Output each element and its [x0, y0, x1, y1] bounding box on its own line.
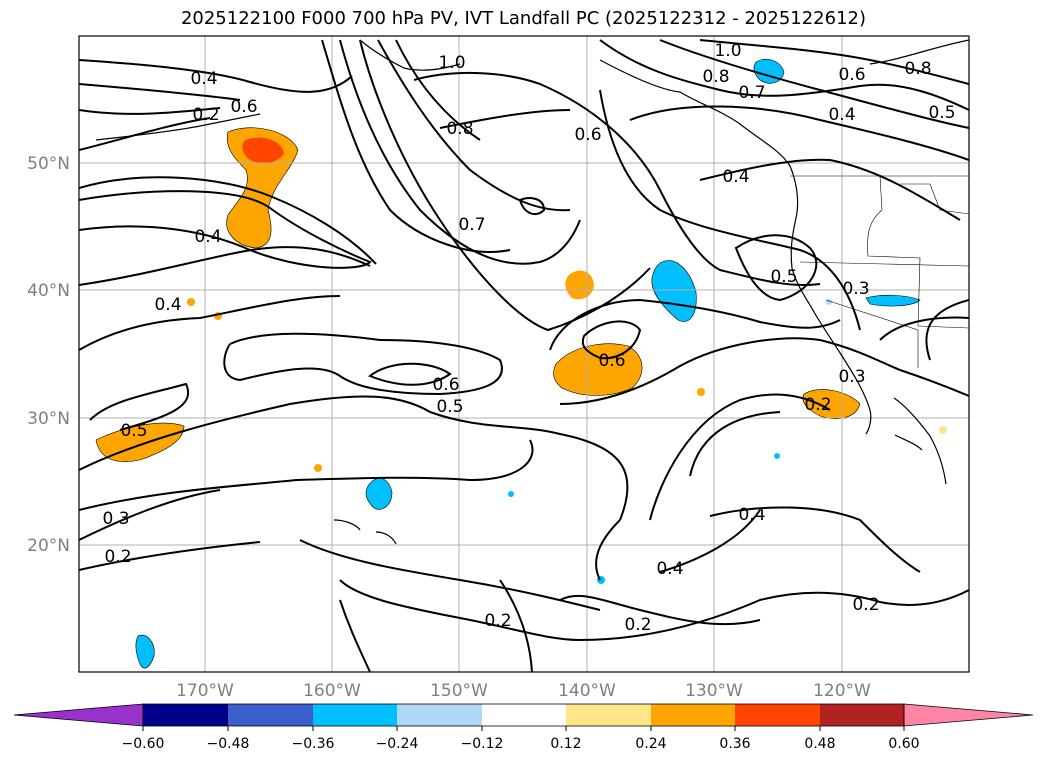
contour-label: 1.0 — [714, 41, 741, 61]
lat-label-40n: 40°N — [27, 281, 70, 301]
colorbar-tick-label: 0.60 — [888, 736, 919, 752]
colorbar-segment — [566, 704, 651, 726]
map-frame — [78, 35, 970, 673]
colorbar-tick-label: 0.48 — [804, 736, 835, 752]
contour-label: 0.4 — [738, 505, 765, 525]
contour-label: 0.2 — [804, 395, 831, 415]
negative-anomaly — [135, 634, 155, 669]
colorbar-segment — [820, 704, 904, 726]
contour-label: 1.0 — [438, 53, 465, 73]
contour-label: 0.6 — [230, 97, 257, 117]
contour-label: 0.4 — [190, 69, 217, 89]
political-borders — [790, 175, 969, 368]
colorbar-tick-label: −0.60 — [122, 736, 165, 752]
colorbar-segment — [397, 704, 482, 726]
contour-label: 0.4 — [194, 227, 221, 247]
lat-label-20n: 20°N — [27, 536, 70, 556]
lon-label-160w: 160°W — [303, 681, 361, 701]
strong-positive-anomaly — [242, 137, 284, 164]
colorbar-tick-label: −0.24 — [376, 736, 419, 752]
contour-label: 0.7 — [458, 215, 485, 235]
map-area — [79, 36, 969, 672]
contour-label: 0.6 — [598, 351, 625, 371]
lat-label-30n: 30°N — [27, 409, 70, 429]
colorbar-extend-high — [903, 703, 1034, 727]
contour-label: 0.4 — [828, 105, 855, 125]
colorbar-tick-label: 0.24 — [635, 736, 666, 752]
coastlines — [95, 39, 969, 545]
contour-labels: 0.4 0.2 0.6 1.0 1.0 0.8 0.7 0.8 0.6 0.5 … — [102, 41, 955, 635]
lon-label-120w: 120°W — [813, 681, 871, 701]
negative-anomaly-dot — [826, 299, 832, 305]
contour-label: 0.4 — [154, 295, 181, 315]
colorbar-tick-label: −0.36 — [292, 736, 335, 752]
contour-label: 0.2 — [192, 105, 219, 125]
negative-anomaly — [865, 294, 921, 307]
contour-label: 0.2 — [852, 595, 879, 615]
colorbar-segment — [735, 704, 820, 726]
colorbar-tick-label: −0.48 — [207, 736, 250, 752]
negative-anomaly — [651, 260, 697, 322]
contour-label: 0.2 — [484, 611, 511, 631]
lon-label-140w: 140°W — [558, 681, 616, 701]
negative-anomaly-dot — [774, 453, 780, 459]
lon-label-170w: 170°W — [176, 681, 234, 701]
colorbar-segment — [651, 704, 735, 726]
negative-anomaly — [365, 478, 393, 510]
colorbar-tick-label: 0.12 — [550, 736, 581, 752]
positive-anomaly — [802, 389, 861, 419]
colorbar-segment — [482, 704, 566, 726]
contour-label: 0.5 — [770, 267, 797, 287]
colorbar-segment — [313, 704, 397, 726]
positive-anomaly-dot — [314, 464, 322, 472]
colorbar-frame — [142, 703, 905, 727]
contour-label: 0.3 — [102, 509, 129, 529]
colorbar-extend-low — [13, 703, 144, 727]
contour-label: 0.5 — [120, 421, 147, 441]
lon-label-150w: 150°W — [430, 681, 488, 701]
pv-contours — [79, 39, 969, 672]
contour-label: 0.4 — [722, 167, 749, 187]
colorbar-segment — [228, 704, 313, 726]
contour-label: 0.8 — [702, 67, 729, 87]
contour-label: 0.8 — [446, 119, 473, 139]
positive-anomaly-dot — [187, 298, 195, 306]
lat-label-50n: 50°N — [27, 154, 70, 174]
contour-label: 0.8 — [904, 59, 931, 79]
graticule — [79, 36, 969, 672]
lon-label-130w: 130°W — [685, 681, 743, 701]
contour-label: 0.7 — [738, 83, 765, 103]
positive-anomaly-dot — [939, 426, 947, 434]
positive-anomaly-dot — [697, 388, 705, 396]
colorbar-tick-label: 0.36 — [719, 736, 750, 752]
latitude-labels: 50°N 40°N 30°N 20°N — [27, 154, 70, 556]
contour-label: 0.6 — [574, 125, 601, 145]
contour-label: 0.2 — [104, 547, 131, 567]
colorbar: −0.60 −0.48 −0.36 −0.24 −0.12 0.12 0.24 … — [13, 703, 1034, 752]
map-title: 2025122100 F000 700 hPa PV, IVT Landfall… — [180, 8, 867, 29]
contour-label: 0.5 — [928, 103, 955, 123]
contour-label: 0.4 — [656, 559, 683, 579]
positive-anomaly — [553, 343, 643, 396]
weak-positive-anomaly — [565, 270, 594, 300]
longitude-labels: 170°W 160°W 150°W 140°W 130°W 120°W — [176, 681, 871, 701]
contour-label: 0.3 — [838, 367, 865, 387]
contour-label: 0.6 — [838, 65, 865, 85]
contour-label: 0.3 — [842, 279, 869, 299]
colorbar-segment — [143, 704, 228, 726]
negative-anomaly-dot — [508, 491, 514, 497]
colorbar-tick-label: −0.12 — [461, 736, 504, 752]
contour-label: 0.5 — [436, 397, 463, 417]
contour-label: 0.2 — [624, 615, 651, 635]
contour-label: 0.6 — [432, 375, 459, 395]
